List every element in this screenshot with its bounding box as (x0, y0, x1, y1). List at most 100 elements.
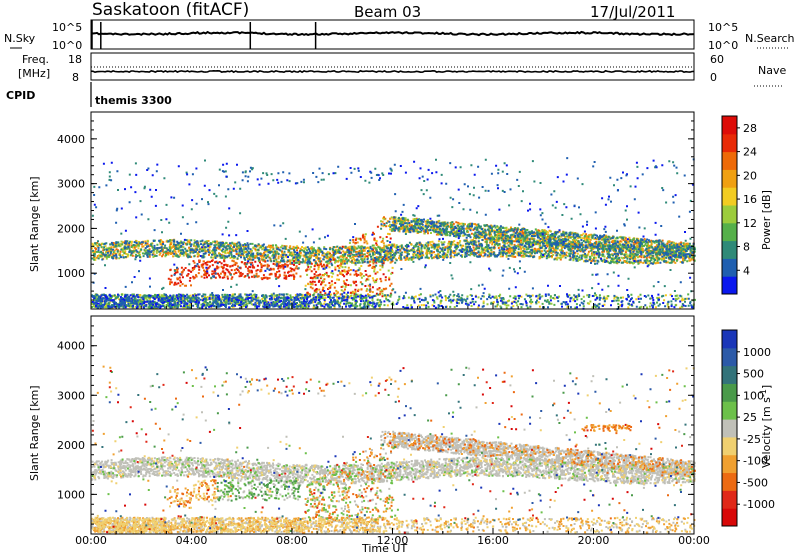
velocity-points (592, 429, 595, 432)
x-tick-label: 00:00 (75, 534, 107, 547)
colorbar-tick-label: 16 (743, 193, 757, 206)
colorbar-cell (722, 133, 737, 153)
velocity-points (618, 425, 621, 428)
nsearch-label: N.Search (745, 32, 795, 45)
cpid-value: themis 3300 (95, 94, 172, 107)
freq-traces (90, 66, 695, 74)
x-tick-label: 08:00 (276, 534, 308, 547)
velocity-points (606, 427, 609, 430)
colorbar-cell (722, 347, 737, 367)
velocity-points (602, 427, 605, 430)
power-colorbar (721, 115, 738, 295)
y-tick-label: 2000 (57, 222, 85, 235)
velocity-points (615, 429, 618, 432)
station-title: Saskatoon (fitACF) (92, 0, 249, 20)
velocity-points (608, 424, 611, 427)
velocity-scatter (91, 365, 696, 535)
velocity-points (613, 425, 616, 428)
velocity-points (628, 424, 631, 427)
colorbar-frame (721, 115, 738, 295)
freq-tick-low: 8 (72, 71, 79, 84)
velocity-colorbar (721, 329, 738, 527)
colorbar-cell (722, 240, 737, 259)
colorbar-cell (722, 401, 737, 420)
velocity-points (598, 427, 601, 430)
date-title: 17/Jul/2011 (590, 3, 675, 21)
velocity-points (607, 428, 610, 431)
colorbar-cell (722, 472, 737, 491)
velocity-points (602, 429, 605, 432)
colorbar-cell (722, 365, 737, 384)
velocity-y-label: Slant Range [km] (28, 385, 41, 481)
nsearch-tick-high: 10^5 (708, 21, 738, 34)
x-tick-label: 04:00 (176, 534, 208, 547)
power-points (91, 157, 695, 310)
colorbar-cell (722, 187, 737, 206)
colorbar-cell (722, 276, 737, 295)
y-tick-label: 1000 (57, 488, 85, 501)
colorbar-cell (722, 330, 737, 349)
velocity-points (91, 367, 696, 534)
colorbar-tick-label: 12 (743, 217, 757, 230)
colorbar-tick-label: 8 (743, 241, 750, 254)
colorbar-cell (722, 508, 737, 527)
colorbar-tick-label: -500 (743, 476, 768, 489)
velocity-points (618, 427, 621, 430)
colorbar-frame (721, 329, 738, 527)
nave-label: Nave (758, 64, 786, 77)
colorbar-cell (722, 490, 737, 509)
y-tick-label: 4000 (57, 340, 85, 353)
colorbar-tick-label: 1000 (743, 346, 771, 359)
velocity-points (108, 366, 694, 532)
velocity-points (630, 425, 633, 428)
velocity-points (583, 429, 586, 432)
colorbar-tick-label: 500 (743, 368, 764, 381)
colorbar-tick-label: 20 (743, 169, 757, 182)
velocity-points (92, 365, 696, 535)
velocity-points (629, 429, 632, 432)
colorbar-cell (722, 169, 737, 188)
velocity-points (621, 426, 624, 429)
y-tick-label: 3000 (57, 389, 85, 402)
velocity-y-ticks: 1000 2000 3000 4000 (57, 315, 694, 535)
x-tick-label: 20:00 (578, 534, 610, 547)
y-tick-label: 3000 (57, 178, 85, 191)
velocity-points (606, 425, 609, 428)
nave-tick-high: 60 (710, 53, 724, 66)
velocity-points (590, 425, 593, 428)
velocity-points (622, 425, 625, 428)
colorbar-cell (722, 222, 737, 242)
colorbar-cell (722, 383, 737, 402)
velocity-points (613, 428, 616, 431)
y-tick-label: 2000 (57, 439, 85, 452)
colorbar-tick-label: 25 (743, 411, 757, 424)
velocity-colorbar-ticks: 1000 500 100 25 -25 -100 -500 -1000 (737, 346, 775, 511)
velocity-points (604, 425, 607, 428)
colorbar-tick-label: 24 (743, 146, 757, 159)
colorbar-tick-label: 100 (743, 389, 764, 402)
colorbar-cell (722, 258, 737, 277)
colorbar-tick-label: 28 (743, 122, 757, 135)
colorbar-cell (722, 116, 737, 135)
velocity-points (591, 426, 594, 429)
y-tick-label: 1000 (57, 267, 85, 280)
velocity-points (608, 429, 611, 432)
colorbar-tick-label: -1000 (743, 498, 775, 511)
colorbar-tick-label: -100 (743, 455, 768, 468)
velocity-points (598, 424, 601, 427)
colorbar-tick-label: -25 (743, 433, 761, 446)
velocity-colorbar-label: Velocity [m s-1] (759, 385, 773, 468)
x-tick-label: 12:00 (377, 534, 409, 547)
power-panel-frame (90, 111, 695, 310)
velocity-points (581, 427, 584, 430)
nsky-tick-low: 10^0 (52, 39, 82, 52)
velocity-points (624, 427, 627, 430)
nave-tick-low: 0 (710, 71, 717, 84)
power-colorbar-ticks: 4 8 12 16 20 24 28 (737, 122, 757, 277)
x-tick-label: 00:00 (678, 534, 710, 547)
velocity-points (592, 424, 595, 427)
colorbar-cell (722, 454, 737, 474)
power-y-ticks: 1000 2000 3000 4000 (57, 111, 694, 310)
velocity-points (614, 427, 617, 430)
